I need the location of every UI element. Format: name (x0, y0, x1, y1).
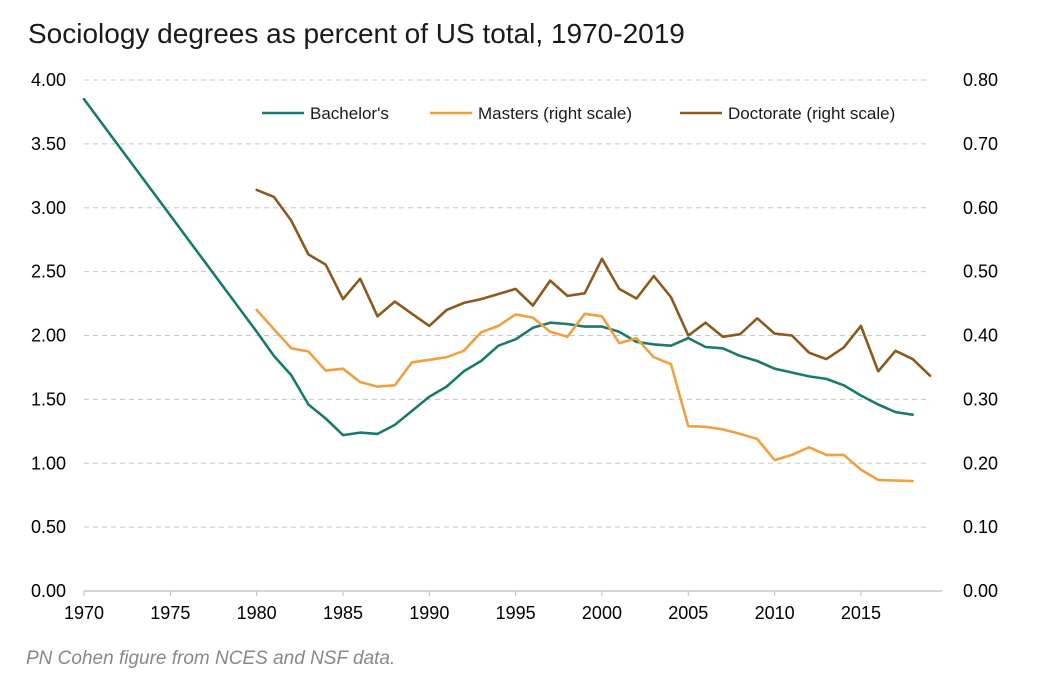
gridlines (84, 79, 930, 528)
legend-label: Doctorate (right scale) (728, 104, 895, 123)
y-left-tick-label: 3.50 (31, 134, 66, 154)
legend-label: Masters (right scale) (478, 104, 632, 123)
y-right-tick-label: 0.00 (963, 581, 998, 601)
x-axis: 1970 1975 1980 1985 1990 1995 2000 2005 2010 2015 (64, 590, 942, 623)
y-left-tick-label: 2.50 (31, 262, 66, 282)
y-axis-left: 0.00 0.50 1.00 1.50 2.00 2.50 3.00 3.50 4.00 (31, 70, 66, 601)
y-right-tick-label: 0.30 (963, 389, 998, 409)
x-tick-label: 2005 (668, 603, 708, 623)
y-left-tick-label: 1.50 (31, 389, 66, 409)
x-tick-label: 2015 (841, 603, 881, 623)
y-left-tick-label: 1.00 (31, 453, 66, 473)
y-left-tick-label: 2.00 (31, 326, 66, 346)
x-tick-label: 2000 (582, 603, 622, 623)
y-right-tick-label: 0.60 (963, 198, 998, 218)
y-left-tick-label: 0.00 (31, 581, 66, 601)
series-lines (82, 97, 932, 483)
source-footnote: PN Cohen figure from NCES and NSF data. (26, 648, 396, 669)
x-tick-label: 1990 (409, 603, 449, 623)
y-right-tick-label: 0.80 (963, 70, 998, 90)
y-left-tick-label: 0.50 (31, 517, 66, 537)
x-tick-label: 1975 (150, 603, 190, 623)
series-line-bachelor-s (82, 97, 915, 437)
chart-title: Sociology degrees as percent of US total… (28, 18, 685, 49)
series-line-masters-right-scale (255, 308, 915, 483)
x-tick-label: 1985 (323, 603, 363, 623)
legend: Bachelor's Masters (right scale) Doctorate… (262, 104, 895, 123)
y-right-tick-label: 0.70 (963, 134, 998, 154)
y-right-tick-label: 0.10 (963, 517, 998, 537)
y-right-tick-label: 0.40 (963, 326, 998, 346)
x-tick-label: 2010 (755, 603, 795, 623)
y-left-tick-label: 3.00 (31, 198, 66, 218)
x-tick-label: 1980 (237, 603, 277, 623)
y-left-tick-label: 4.00 (31, 70, 66, 90)
series-line-doctorate-right-scale (255, 188, 932, 378)
x-tick-label: 1995 (496, 603, 536, 623)
y-right-tick-label: 0.50 (963, 262, 998, 282)
x-tick-label: 1970 (64, 603, 104, 623)
legend-label: Bachelor's (310, 104, 389, 123)
y-right-tick-label: 0.20 (963, 453, 998, 473)
y-axis-right: 0.00 0.10 0.20 0.30 0.40 0.50 0.60 0.70 0.80 (963, 70, 998, 601)
